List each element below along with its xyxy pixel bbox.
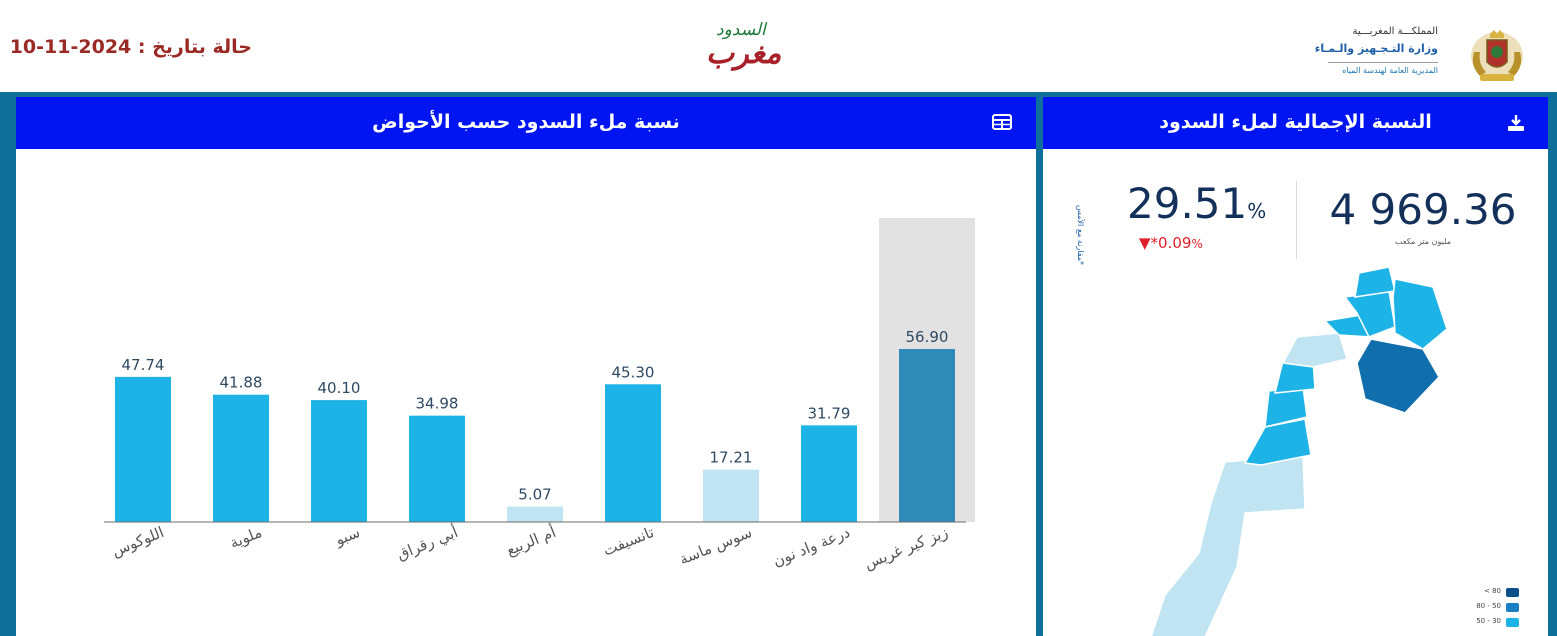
map-region-sahara[interactable] [1150, 454, 1306, 636]
chart-bar[interactable] [899, 349, 955, 522]
logo-line1: السدود [716, 20, 766, 40]
kpi-divider [1296, 181, 1297, 259]
bar-value-label: 47.74 [122, 356, 165, 374]
bar-value-label: 56.90 [906, 328, 949, 346]
table-icon[interactable] [992, 114, 1012, 130]
chart-bar[interactable] [213, 394, 269, 522]
map-region-loukkos[interactable] [1354, 267, 1396, 298]
logo-line2: مغرب [706, 36, 782, 71]
header: حالة بتاريخ : 2024-11-10 السدود مغرب الم… [0, 0, 1557, 92]
basin-panel-title: نسبة ملء السدود حسب الأحواض [372, 111, 680, 133]
date-status: حالة بتاريخ : 2024-11-10 [9, 36, 252, 58]
category-tick-label: أم الربيع [503, 522, 558, 559]
ministry-directorate: المديرية العامة لهندسة المياه [1342, 66, 1438, 75]
bar-value-label: 31.79 [808, 404, 851, 422]
map-region-oumerrbia[interactable] [1281, 332, 1348, 368]
ministry-name: وزارة التـجـهيز والـمـاء [1314, 42, 1438, 55]
bar-value-label: 40.10 [318, 379, 361, 397]
fill-rate-change: ▼*0.09% [1139, 234, 1259, 254]
category-tick-label: أبي رقراق [394, 522, 461, 565]
basin-panel-header: نسبة ملء السدود حسب الأحواض [16, 97, 1036, 149]
map-legend: < 80 80 - 50 50 - 30 [1463, 587, 1523, 635]
fill-rate-unit: % [1247, 199, 1267, 223]
chart-bar[interactable] [605, 384, 661, 522]
legend-label: 80 - 50 [1476, 602, 1501, 610]
legend-label: < 80 [1484, 587, 1501, 595]
map-region-moulouya[interactable] [1392, 278, 1448, 350]
chart-bar[interactable] [115, 376, 171, 522]
ministry-kingdom: المملكـــة المغربـــية [1352, 26, 1438, 37]
overall-panel-header: النسبة الإجمالية لملء السدود [1043, 97, 1548, 149]
map-region-drea[interactable] [1243, 418, 1312, 466]
category-tick-label: اللوكوس [109, 523, 166, 560]
download-icon[interactable] [1507, 114, 1525, 132]
ministry-divider [1328, 62, 1438, 63]
fill-rate-number: 29.51 [1127, 179, 1248, 228]
legend-item: 50 - 30 [1463, 617, 1523, 629]
site-logo[interactable]: السدود مغرب [696, 18, 826, 80]
chart-bar[interactable] [507, 506, 563, 522]
category-tick-label: درعة واد نون [770, 523, 852, 570]
change-marker: ▼* [1139, 234, 1159, 252]
bar-value-label: 45.30 [612, 363, 655, 381]
map-region-ziz[interactable] [1356, 338, 1440, 414]
ministry-branding: المملكـــة المغربـــية وزارة التـجـهيز و… [1288, 26, 1438, 86]
volume-unit: مليون متر مكعب [1395, 237, 1451, 246]
legend-swatch [1506, 588, 1519, 597]
chart-bar[interactable] [801, 425, 857, 522]
bar-value-label: 34.98 [416, 395, 459, 413]
category-tick-label: سوس ماسة [677, 523, 755, 568]
bar-value-label: 5.07 [518, 486, 551, 504]
change-unit: % [1191, 237, 1203, 251]
chart-bar[interactable] [409, 415, 465, 522]
change-number: 0.09 [1158, 234, 1192, 252]
chart-bar[interactable] [703, 469, 759, 522]
fill-rate-value: 29.51% [1127, 179, 1266, 229]
legend-item: < 80 [1463, 587, 1523, 599]
bar-value-label: 17.21 [710, 449, 753, 467]
bar-value-label: 41.88 [220, 374, 263, 392]
category-tick-label: سبو [332, 523, 363, 549]
legend-label: 50 - 30 [1476, 617, 1501, 625]
coat-of-arms-icon [1471, 30, 1523, 81]
category-tick-label: ملوية [227, 523, 264, 552]
chart-bar[interactable] [311, 400, 367, 522]
legend-item: 80 - 50 [1463, 602, 1523, 614]
legend-swatch [1506, 603, 1519, 612]
category-tick-label: تانسيفت [600, 523, 656, 560]
comparison-note: *مقارنة مع الأمس [1076, 204, 1085, 265]
overall-panel-title: النسبة الإجمالية لملء السدود [1159, 111, 1432, 133]
basin-fill-panel: نسبة ملء السدود حسب الأحواض 47.74 اللوكوس… [16, 97, 1036, 636]
overall-fill-panel: النسبة الإجمالية لملء السدود *مقارنة مع … [1043, 97, 1548, 636]
category-tick-label: زيز كير غريس [862, 523, 951, 573]
legend-swatch [1506, 618, 1519, 627]
volume-value: 4 969.36 [1329, 185, 1517, 234]
basin-bar-chart: 47.74 اللوكوس 41.88 ملوية 40.10 سبو 34.98 أبي ر… [104, 218, 975, 573]
morocco-map[interactable] [1133, 267, 1463, 636]
